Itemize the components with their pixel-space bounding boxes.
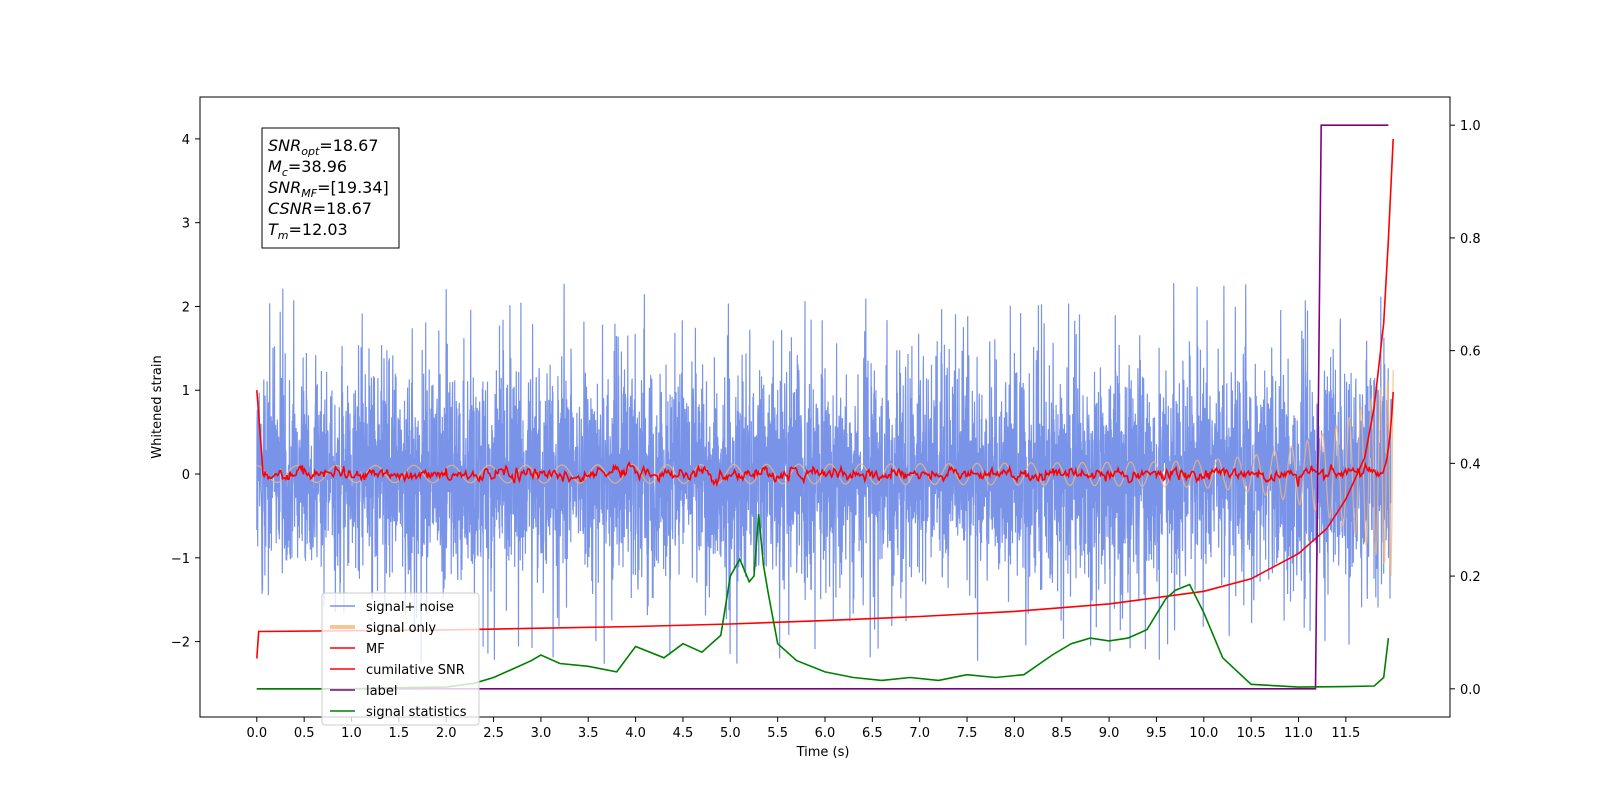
legend-entry-label: signal statistics	[366, 705, 467, 720]
legend-entry-label: MF	[366, 642, 385, 657]
x-tick-label: 6.0	[815, 726, 836, 741]
x-tick-label: 2.0	[436, 726, 457, 741]
series-signal-statistics	[256, 514, 1390, 690]
x-tick-label: 3.5	[578, 726, 599, 741]
x-tick-label: 0.0	[246, 726, 267, 741]
x-tick-label: 1.5	[389, 726, 410, 741]
annotation-line: SNRopt=18.67	[268, 136, 379, 158]
annotation-line: SNRMF=[19.34]	[268, 178, 389, 200]
axes-layer: 0.0 0.5 1.0 1.5 2.0 2.5 3.0 3.5 4.0 4.5 5.0 5.5 6.0 6…	[171, 119, 1481, 741]
x-tick-label: 11.0	[1284, 726, 1313, 741]
y2-tick-label: 0.0	[1460, 683, 1481, 698]
annotation-line: CSNR=18.67	[268, 199, 372, 218]
x-tick-label: 8.0	[1004, 726, 1025, 741]
x-tick-label: 5.5	[767, 726, 788, 741]
x-tick-label: 11.5	[1331, 726, 1360, 741]
y-tick-label: 2	[182, 300, 190, 315]
x-tick-label: 8.5	[1051, 726, 1072, 741]
legend-entry-label: signal only	[366, 621, 436, 636]
y2-tick-label: 0.8	[1460, 232, 1481, 247]
annotation-line: Tm=12.03	[268, 220, 348, 242]
x-tick-label: 1.0	[341, 726, 362, 741]
series-signal-noise	[256, 283, 1392, 664]
x-tick-label: 5.0	[720, 726, 741, 741]
y2-tick-label: 1.0	[1460, 119, 1481, 134]
x-tick-label: 9.0	[1099, 726, 1120, 741]
x-tick-label: 9.5	[1146, 726, 1167, 741]
x-tick-label: 0.5	[294, 726, 315, 741]
x-tick-label: 4.5	[673, 726, 694, 741]
x-tick-label: 4.0	[625, 726, 646, 741]
y-tick-label: −1	[171, 552, 190, 567]
y-tick-label: 1	[182, 384, 190, 399]
x-tick-label: 7.0	[909, 726, 930, 741]
annotation-frame	[261, 127, 400, 249]
legend-entry-label: signal+ noise	[366, 600, 454, 615]
x-axis-label: Time (s)	[796, 745, 850, 760]
y-tick-label: 4	[182, 133, 190, 148]
y-tick-label: −2	[171, 636, 190, 651]
stats-annotation: SNRopt=18.67Mc=38.96SNRMF=[19.34]CSNR=18…	[261, 127, 400, 249]
x-tick-label: 6.5	[862, 726, 883, 741]
y-tick-label: 0	[182, 468, 190, 483]
y2-tick-label: 0.6	[1460, 345, 1481, 360]
legend-frame	[321, 592, 480, 726]
x-tick-label: 10.5	[1237, 726, 1266, 741]
x-tick-label: 2.5	[483, 726, 504, 741]
annotation-line: Mc=38.96	[268, 157, 347, 179]
x-tick-label: 10.0	[1189, 726, 1218, 741]
legend: signal+ noise signal only MF cumilative SNR…	[321, 592, 480, 726]
legend-entry-label: cumilative SNR	[366, 663, 465, 678]
series-label	[256, 124, 1389, 690]
x-tick-label: 7.5	[957, 726, 978, 741]
y2-tick-label: 0.4	[1460, 457, 1481, 472]
series-mf	[256, 390, 1394, 488]
y-tick-label: 3	[182, 217, 190, 232]
y-axis-label: Whitened strain	[150, 355, 165, 458]
y2-tick-label: 0.2	[1460, 570, 1481, 585]
x-tick-label: 3.0	[531, 726, 552, 741]
legend-entry-label: label	[366, 684, 397, 699]
